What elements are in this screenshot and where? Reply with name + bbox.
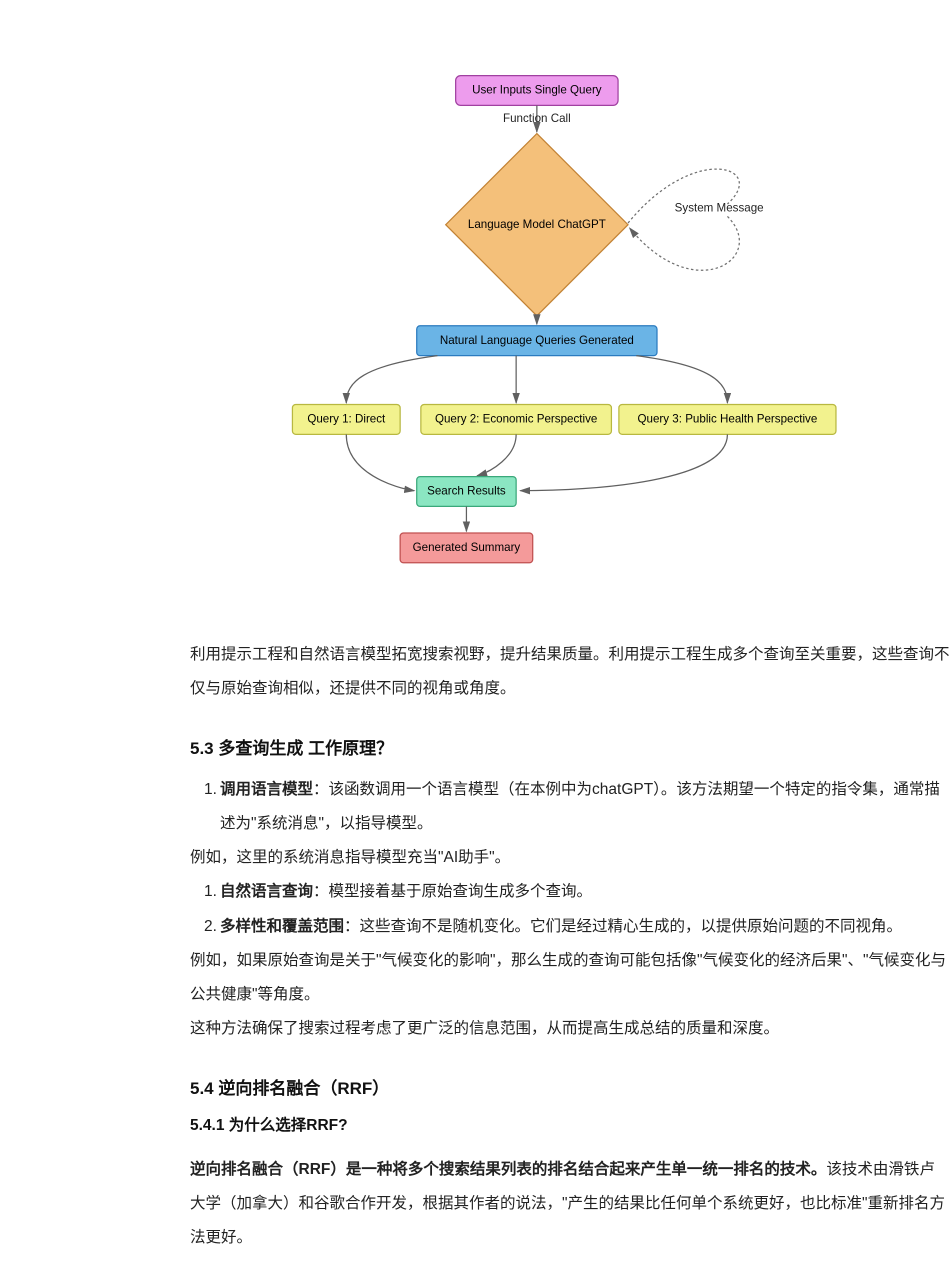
list-item-1-body: ：该函数调用一个语言模型（在本例中为chatGPT）。该方法期望一个特定的指令集…	[220, 781, 940, 832]
node-results-label: Search Results	[427, 485, 506, 498]
flowchart-diagram: User Inputs Single Query Function Call L…	[280, 20, 860, 620]
edge-sysmsg-top	[628, 169, 739, 223]
edge-q3-results	[520, 434, 727, 490]
list-item-1-num: 1.	[204, 773, 220, 807]
list-item-1-label: 调用语言模型	[220, 781, 313, 798]
edge-nlq-q3	[636, 356, 727, 403]
list-item-3-label: 多样性和覆盖范围	[220, 918, 344, 935]
list-item-3-body: ：这些查询不是随机变化。它们是经过精心生成的，以提供原始问题的不同视角。	[344, 918, 902, 935]
edge-nlq-q1	[346, 356, 437, 403]
list-item-3-num: 2.	[204, 910, 220, 944]
edge-sysmsg-bottom	[630, 216, 740, 270]
node-input-label: User Inputs Single Query	[472, 84, 602, 97]
edge-q1-results	[346, 434, 414, 490]
edge-q2-results	[477, 434, 516, 475]
list-item-2-num: 1.	[204, 875, 220, 909]
list-5-3: 1.调用语言模型：该函数调用一个语言模型（在本例中为chatGPT）。该方法期望…	[190, 773, 950, 1046]
node-q3-label: Query 3: Public Health Perspective	[638, 412, 818, 425]
paragraph-5-4: 逆向排名融合（RRF）是一种将多个搜索结果列表的排名结合起来产生单一统一排名的技…	[190, 1153, 950, 1255]
heading-5-4-1: 5.4.1 为什么选择RRF?	[190, 1113, 950, 1135]
list-item-3-example-1: 例如，如果原始查询是关于"气候变化的影响"，那么生成的查询可能包括像"气候变化的…	[190, 944, 950, 1012]
edge-label-function-call: Function Call	[503, 112, 571, 125]
node-q2-label: Query 2: Economic Perspective	[435, 412, 597, 425]
list-item-1-example: 例如，这里的系统消息指导模型充当"AI助手"。	[190, 841, 950, 875]
list-item-3-example-2: 这种方法确保了搜索过程考虑了更广泛的信息范围，从而提高生成总结的质量和深度。	[190, 1012, 950, 1046]
node-sysmsg-label: System Message	[675, 201, 764, 214]
list-item-2-label: 自然语言查询	[220, 883, 313, 900]
list-item-2-body: ：模型接着基于原始查询生成多个查询。	[313, 883, 592, 900]
node-llm-label: Language Model ChatGPT	[468, 218, 606, 231]
list-item-1: 1.调用语言模型：该函数调用一个语言模型（在本例中为chatGPT）。该方法期望…	[190, 773, 950, 841]
node-summary-label: Generated Summary	[413, 541, 521, 554]
list-item-3: 2.多样性和覆盖范围：这些查询不是随机变化。它们是经过精心生成的，以提供原始问题…	[190, 910, 950, 944]
paragraph-intro: 利用提示工程和自然语言模型拓宽搜索视野，提升结果质量。利用提示工程生成多个查询至…	[190, 638, 950, 706]
node-nlq-label: Natural Language Queries Generated	[440, 334, 634, 347]
node-q1-label: Query 1: Direct	[307, 412, 386, 425]
paragraph-5-4-bold: 逆向排名融合（RRF）是一种将多个搜索结果列表的排名结合起来产生单一统一排名的技…	[190, 1161, 826, 1178]
list-item-2: 1.自然语言查询：模型接着基于原始查询生成多个查询。	[190, 875, 950, 909]
heading-5-3: 5.3 多查询生成 工作原理？	[190, 734, 950, 759]
heading-5-4: 5.4 逆向排名融合（RRF）	[190, 1074, 950, 1099]
